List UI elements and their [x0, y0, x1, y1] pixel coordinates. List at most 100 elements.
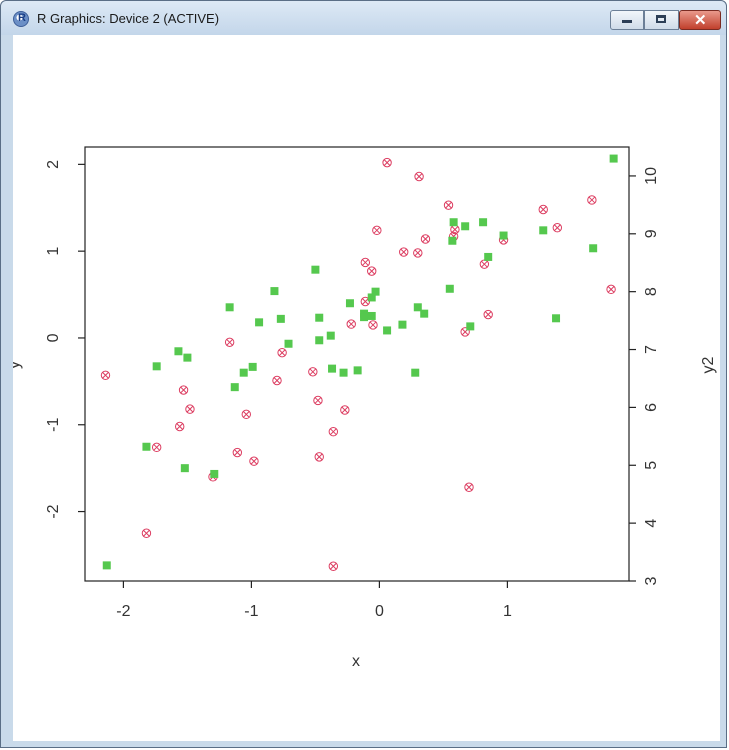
data-point-circle-x [241, 409, 251, 420]
r-logo-icon: R [13, 11, 29, 27]
data-point-square [398, 320, 407, 329]
data-point-square [276, 314, 285, 323]
y2-tick-label: 4 [643, 519, 660, 528]
data-point-circle-x [328, 427, 339, 437]
data-point-square [479, 218, 488, 227]
y-tick-label: 0 [45, 333, 62, 342]
y-tick-label: -2 [45, 504, 62, 518]
y2-axis-label: y2 [700, 356, 717, 373]
data-point-square [589, 244, 598, 253]
data-point-square [255, 318, 264, 327]
title-bar[interactable]: R R Graphics: Device 2 (ACTIVE) ✕ [1, 1, 726, 35]
y-tick-label: 1 [45, 247, 62, 256]
data-point-circle-x [399, 247, 409, 257]
data-point-square [367, 293, 376, 302]
y-axis-label: y [13, 361, 23, 369]
data-point-circle-x [185, 404, 195, 414]
data-point-square [326, 331, 335, 340]
plot-canvas: -2 -1 0 1 -2 -1 0 1 2 3 4 5 6 7 8 9 10 x y y2 [6, 35, 720, 741]
y2-tick-label: 9 [643, 229, 660, 238]
x-tick-label: 0 [375, 603, 384, 620]
data-point-circle-x [413, 248, 423, 258]
data-point-square [449, 218, 458, 227]
data-point-circle-x [360, 296, 371, 307]
data-point-square [239, 368, 248, 377]
data-point-square [152, 362, 161, 371]
data-point-square [367, 311, 376, 320]
data-point-circle-x [587, 195, 597, 205]
data-point-circle-x [100, 370, 111, 380]
data-point-circle-x [360, 257, 371, 268]
data-point-circle-x [346, 319, 356, 329]
data-point-square [102, 561, 111, 570]
data-point-square [383, 326, 392, 335]
data-point-square [180, 464, 189, 473]
data-point-circle-x [414, 171, 424, 182]
data-point-circle-x [277, 348, 287, 358]
scatter-plot: -2 -1 0 1 -2 -1 0 1 2 3 4 5 6 7 8 9 10 x y y2 [6, 146, 717, 670]
data-point-square [484, 252, 493, 261]
data-point-circle-x [606, 284, 616, 295]
data-point-square [225, 303, 234, 312]
data-point-circle-x [249, 456, 259, 466]
data-point-circle-x [232, 447, 243, 458]
data-point-circle-x [479, 259, 490, 269]
data-point-square [210, 469, 219, 478]
plot-frame [84, 146, 630, 582]
data-point-square [328, 364, 337, 373]
data-point-square [360, 313, 369, 322]
data-point-square [142, 442, 151, 451]
data-point-circle-x [538, 204, 548, 215]
data-point-circle-x [443, 200, 454, 210]
y-tick-label: 2 [45, 160, 62, 169]
data-point-square [609, 154, 618, 163]
data-point-square [466, 322, 475, 331]
data-point-circle-x [151, 442, 162, 453]
data-point-square [339, 368, 348, 377]
data-point-square [445, 284, 454, 293]
data-point-square [248, 362, 257, 371]
data-point-circle-x [313, 395, 323, 406]
data-point-square [411, 368, 420, 377]
data-point-circle-x [368, 320, 378, 330]
data-point-square [371, 287, 380, 296]
data-point-square [552, 314, 561, 323]
y2-tick-label: 3 [643, 576, 660, 585]
x-tick-label: -1 [244, 603, 258, 620]
data-point-circle-x [314, 452, 324, 462]
data-point-square [174, 347, 183, 356]
data-point-square [311, 265, 320, 274]
y2-tick-label: 6 [643, 403, 660, 412]
y-tick-label: -1 [45, 418, 62, 432]
data-point-circle-x [372, 225, 382, 236]
data-point-square [539, 226, 548, 235]
data-point-circle-x [464, 482, 474, 492]
minimize-button[interactable] [610, 10, 644, 30]
data-point-circle-x [367, 266, 377, 276]
x-axis-label: x [352, 653, 360, 670]
x-tick-label: 1 [503, 603, 512, 620]
data-point-square [448, 236, 457, 245]
data-point-circle-x [420, 234, 431, 244]
data-point-square [183, 353, 192, 362]
maximize-button[interactable] [644, 10, 679, 30]
data-point-circle-x [141, 528, 152, 538]
data-point-square [230, 383, 239, 392]
data-point-square [315, 313, 324, 322]
close-button[interactable]: ✕ [679, 10, 721, 30]
data-point-circle-x [552, 223, 563, 233]
minimize-icon [622, 20, 632, 23]
y2-tick-label: 7 [643, 345, 660, 354]
x-tick-label: -2 [116, 603, 130, 620]
data-point-circle-x [483, 309, 493, 320]
y2-tick-label: 10 [643, 167, 660, 185]
data-point-circle-x [340, 405, 350, 415]
data-point-circle-x [328, 561, 339, 571]
data-point-circle-x [224, 337, 235, 347]
data-point-square [420, 309, 429, 318]
y2-tick-label: 5 [643, 461, 660, 470]
data-point-circle-x [272, 375, 282, 386]
y2-tick-label: 8 [643, 287, 660, 296]
data-point-square [345, 299, 354, 308]
